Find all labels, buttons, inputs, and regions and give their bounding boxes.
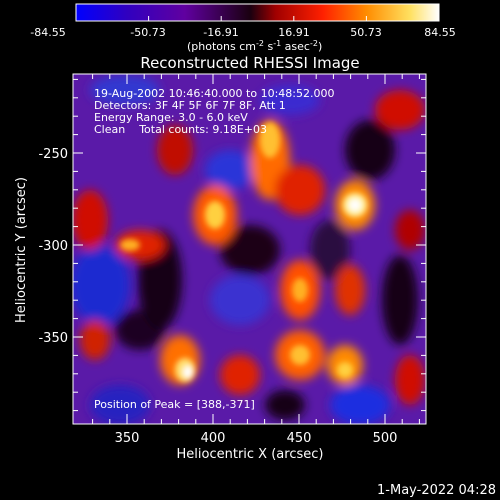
colorbar-tick-label: 50.73	[350, 26, 382, 39]
x-axis-label: Heliocentric X (arcsec)	[177, 447, 324, 462]
colorbar	[75, 3, 440, 22]
colorbar-tick-label: 16.91	[278, 26, 310, 39]
colorbar-tick-label: -50.73	[130, 26, 165, 39]
time-range-text: 19-Aug-2002 10:46:40.000 to 10:48:52.000	[94, 87, 335, 100]
timestamp: 1-May-2022 04:28	[377, 483, 496, 498]
y-tick-label: -300	[38, 239, 68, 254]
total-counts-text: Clean Total counts: 9.18E+03	[94, 123, 267, 136]
detectors-text: Detectors: 3F 4F 5F 6F 7F 8F, Att 1	[94, 99, 286, 112]
x-tick-label: 500	[373, 431, 398, 446]
x-tick-label: 350	[115, 431, 140, 446]
x-tick-label: 400	[201, 431, 226, 446]
y-tick-label: -350	[38, 331, 68, 346]
y-axis-label: Heliocentric Y (arcsec)	[14, 177, 29, 323]
rhessi-image	[73, 74, 426, 424]
colorbar-tick-label: 84.55	[424, 26, 456, 39]
axis-ticks	[73, 74, 426, 424]
plot-title: Reconstructed RHESSI Image	[140, 54, 359, 72]
colorbar-tick-label: -16.91	[203, 26, 238, 39]
plot-frame	[72, 73, 427, 425]
colorbar-tick-label: -84.55	[30, 26, 65, 39]
energy-range-text: Energy Range: 3.0 - 6.0 keV	[94, 111, 248, 124]
peak-position-text: Position of Peak = [388,-371]	[94, 398, 255, 411]
colorbar-unit-label: (photons cm-2 s-1 asec-2)	[187, 39, 322, 53]
colorbar-ticks	[75, 16, 440, 21]
x-tick-label: 450	[287, 431, 312, 446]
y-tick-label: -250	[38, 147, 68, 162]
